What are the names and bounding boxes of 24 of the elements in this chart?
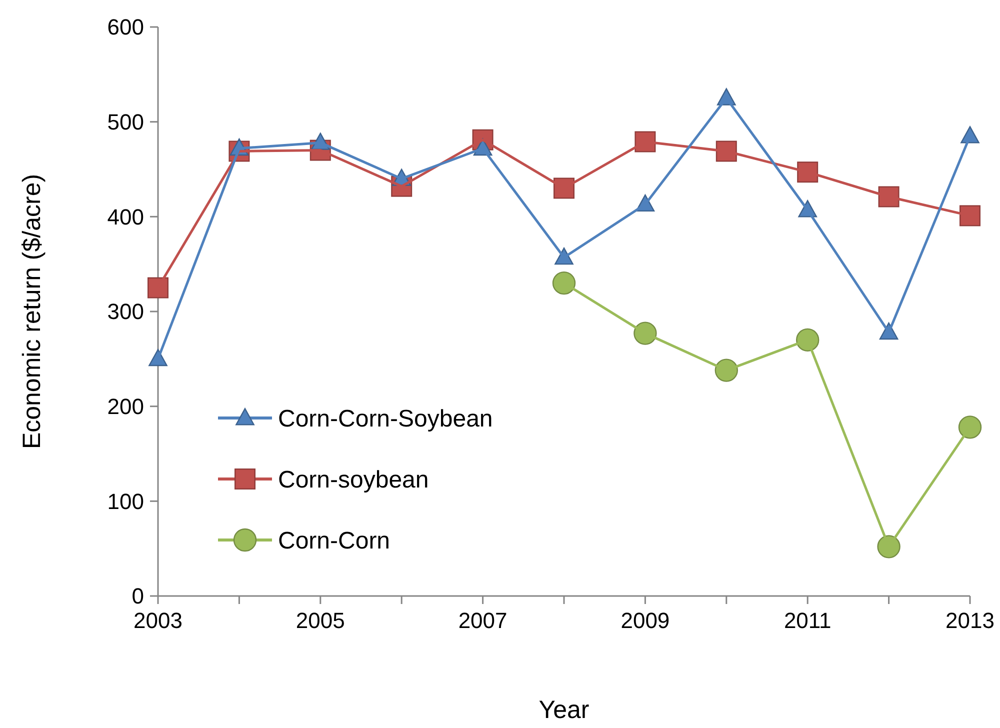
x-tick-label: 2009 bbox=[620, 608, 670, 633]
y-tick-label: 600 bbox=[107, 14, 144, 40]
point bbox=[960, 205, 980, 226]
y-tick-label: 400 bbox=[107, 204, 144, 230]
point bbox=[552, 271, 576, 295]
y-tick-label: 200 bbox=[107, 394, 144, 420]
y-axis-title: Economic return ($/acre) bbox=[18, 174, 46, 450]
y-tick-label: 300 bbox=[107, 299, 144, 324]
point bbox=[958, 416, 982, 439]
y-tick-label: 100 bbox=[107, 488, 144, 514]
legend-label: Corn-Corn-Soybean bbox=[278, 405, 493, 432]
x-axis-title: Year bbox=[538, 696, 590, 724]
legend-label: Corn-Corn bbox=[278, 527, 390, 554]
x-tick-label: 2007 bbox=[458, 608, 508, 633]
point bbox=[960, 126, 980, 144]
x-tick-label: 2011 bbox=[784, 608, 832, 633]
point bbox=[148, 348, 168, 366]
x-tick-label: 2005 bbox=[296, 608, 345, 633]
point bbox=[148, 277, 168, 298]
legend-label: Corn-soybean bbox=[278, 466, 429, 494]
x-tick-label: 2003 bbox=[134, 608, 182, 633]
x-tick-label: 2013 bbox=[946, 608, 994, 633]
y-tick-label: 0 bbox=[132, 584, 144, 609]
y-tick-label: 500 bbox=[107, 110, 144, 135]
